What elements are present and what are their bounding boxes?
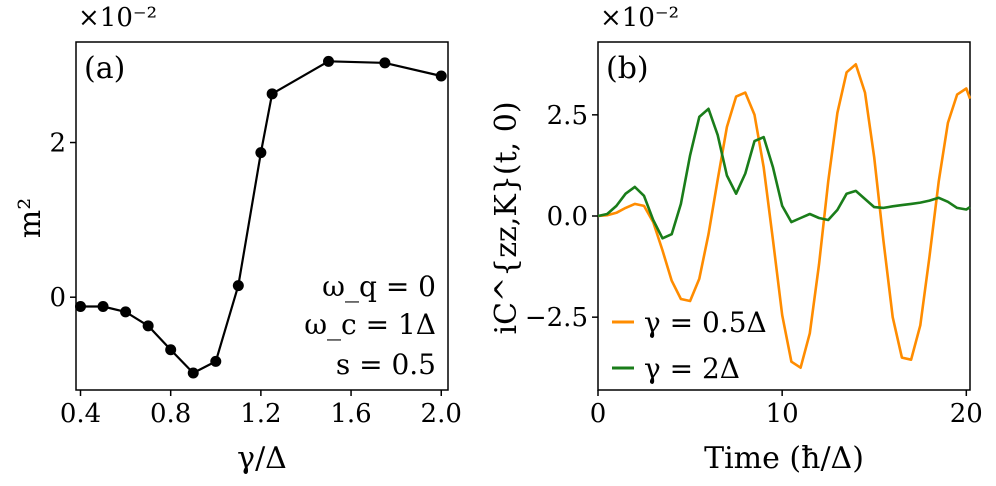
y-tick-label: 0.0 <box>547 202 588 232</box>
panel-a-label: (a) <box>84 51 125 86</box>
y-tick-label: 2.5 <box>547 101 588 131</box>
panel-b: ×10⁻² (b) iC^{zz,K}(t, 0) Time (ħ/Δ) 0 10… <box>489 3 983 476</box>
x-tick-label: 20 <box>950 399 983 429</box>
legend: γ = 0.5Δ γ = 2Δ <box>612 306 767 385</box>
panel-a: ×10⁻² (a) m² γ/Δ ω_q = 0 ω_c = 1Δ s = 0.… <box>13 3 462 476</box>
panel-b-ylabel: iC^{zz,K}(t, 0) <box>489 101 524 334</box>
legend-label-gamma-0-5: γ = 0.5Δ <box>644 306 767 339</box>
x-tick-label: 0 <box>590 399 607 429</box>
x-tick-label: 0.8 <box>150 399 191 429</box>
panel-b-data <box>597 63 972 370</box>
panel-b-x-ticks: 0 10 20 <box>590 390 983 429</box>
data-point <box>232 280 244 292</box>
annotation-omega-c: ω_c = 1Δ <box>304 308 436 341</box>
panel-a-frame <box>75 41 449 391</box>
x-tick-label: 0.4 <box>60 399 101 429</box>
panel-b-label: (b) <box>606 51 649 86</box>
annotation-omega-q: ω_q = 0 <box>322 270 436 303</box>
x-tick-label: 2.0 <box>421 399 462 429</box>
panel-a-data <box>75 55 447 379</box>
series-line-0 <box>597 63 972 370</box>
data-point <box>97 300 109 312</box>
panel-a-x-ticks: 0.4 0.8 1.2 1.6 2.0 <box>60 390 462 429</box>
panel-b-multiplier: ×10⁻² <box>600 3 679 33</box>
panel-a-y-ticks: 02 <box>49 129 76 313</box>
panel-a-multiplier: ×10⁻² <box>78 3 157 33</box>
x-tick-label: 1.2 <box>240 399 281 429</box>
series-line-1 <box>597 107 971 240</box>
legend-label-gamma-2: γ = 2Δ <box>644 352 740 385</box>
y-tick-label: −2.5 <box>525 303 588 333</box>
data-point <box>142 320 154 332</box>
data-point <box>323 55 335 67</box>
annotation-s: s = 0.5 <box>336 348 436 381</box>
data-point <box>379 57 391 69</box>
panel-b-xlabel: Time (ħ/Δ) <box>704 441 864 476</box>
panel-b-y-ticks: −2.5 0.0 2.5 <box>525 101 598 333</box>
y-tick-label: 0 <box>49 283 66 313</box>
x-tick-label: 10 <box>766 399 799 429</box>
x-tick-label: 1.6 <box>330 399 371 429</box>
data-point <box>255 147 267 159</box>
data-point <box>435 70 447 82</box>
panel-a-xlabel: γ/Δ <box>237 441 287 476</box>
data-point <box>75 300 87 312</box>
data-point <box>120 306 132 318</box>
data-point <box>165 344 177 356</box>
data-point <box>210 355 222 367</box>
data-point <box>187 367 199 379</box>
y-tick-label: 2 <box>49 129 66 159</box>
panel-a-ylabel: m² <box>13 198 48 238</box>
data-point <box>266 88 278 100</box>
